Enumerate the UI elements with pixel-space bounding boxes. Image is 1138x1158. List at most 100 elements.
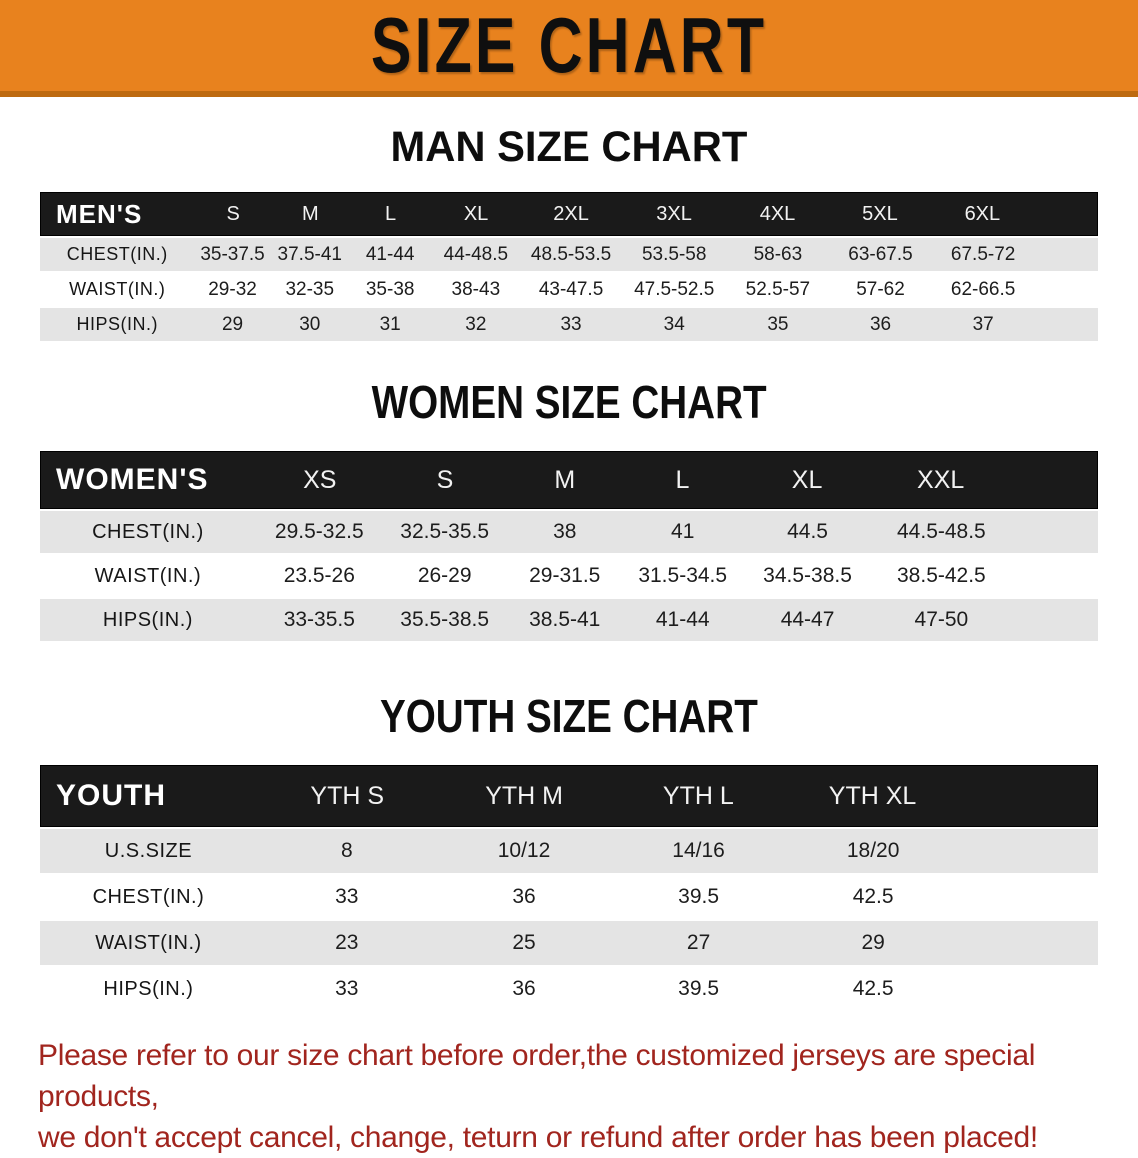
column-header-yth-l: YTH L [662, 781, 734, 810]
size-value: 23.5-26 [283, 564, 355, 587]
table-row: CHEST(IN.) 35-37.5 37.5-41 41-44 44-48.5 48.5… [40, 238, 1098, 271]
size-value: 44-47 [780, 608, 835, 631]
size-value: 35-38 [365, 278, 415, 300]
size-value: 36 [869, 313, 892, 335]
man-section-heading: MAN SIZE CHART [0, 126, 1138, 169]
size-value: 34.5-38.5 [763, 564, 852, 587]
row-label-chest-in-: CHEST(IN.) [92, 885, 205, 908]
column-header-yth-xl: YTH XL [828, 781, 917, 810]
size-value: 34 [663, 313, 685, 335]
size-value: 33 [560, 313, 582, 335]
column-header-6xl: 6XL [964, 202, 1001, 225]
size-value: 35-37.5 [200, 243, 265, 265]
size-value: 23 [335, 931, 359, 954]
mens-size-table: MEN'S S M L XL 2XL 3XL 4XL 5XL 6XL CHEST(IN.) 35-37… [40, 192, 1098, 341]
size-value: 58-63 [753, 243, 803, 265]
size-value: 37.5-41 [277, 243, 342, 265]
column-header-xxl: XXL [917, 465, 965, 494]
youth-section-heading-text: YOUTH SIZE CHART [380, 690, 758, 742]
table-row: WAIST(IN.) 23.5-26 26-29 29-31.5 31.5-34.5 34… [40, 555, 1098, 597]
size-value: 35 [767, 313, 789, 335]
column-header-s: S [436, 465, 454, 494]
table-corner-label: WOMEN'S [56, 463, 209, 496]
column-header-4xl: 4XL [759, 202, 796, 225]
size-value: 32.5-35.5 [400, 520, 490, 543]
table-row: HIPS(IN.) 33-35.5 35.5-38.5 38.5-41 41-44 44-… [40, 599, 1098, 641]
size-value: 31 [379, 313, 401, 335]
column-header-m: M [301, 202, 319, 225]
women-section-heading-text: WOMEN SIZE CHART [371, 376, 767, 428]
table-header: WOMEN'S XS S M L XL XXL [40, 451, 1098, 509]
youth-size-table: YOUTH YTH S YTH M YTH L YTH XL U.S.SIZE 8 10/12… [40, 765, 1098, 1011]
size-value: 14/16 [672, 839, 725, 862]
table-row: WAIST(IN.) 23 25 27 29 [40, 921, 1098, 965]
size-value: 53.5-58 [641, 243, 707, 265]
size-value: 42.5 [852, 977, 894, 1000]
size-value: 38.5-42.5 [897, 564, 986, 587]
size-value: 27 [686, 931, 711, 954]
size-value: 29 [861, 931, 885, 954]
size-value: 39.5 [678, 885, 720, 908]
table-corner-label: MEN'S [56, 198, 143, 229]
size-value: 44.5-48.5 [897, 520, 986, 543]
size-value: 38 [553, 520, 577, 543]
column-header-l: L [384, 202, 397, 225]
size-value: 36 [512, 885, 536, 908]
size-value: 43-47.5 [538, 278, 604, 300]
size-value: 57-62 [856, 278, 905, 300]
column-header-yth-m: YTH M [485, 781, 563, 810]
size-value: 47-50 [914, 608, 969, 631]
table-row: HIPS(IN.) 29 30 31 32 33 34 35 36 37 [40, 308, 1098, 341]
size-value: 32 [465, 313, 487, 335]
column-header-5xl: 5XL [862, 202, 898, 225]
table-row: CHEST(IN.) 29.5-32.5 32.5-35.5 38 41 44.5 44.5… [40, 511, 1098, 553]
table-header: MEN'S S M L XL 2XL 3XL 4XL 5XL 6XL [40, 192, 1098, 236]
size-value: 63-67.5 [848, 243, 913, 265]
size-value: 32-35 [285, 278, 335, 300]
row-label-u-s-size: U.S.SIZE [104, 839, 193, 862]
size-value: 29.5-32.5 [274, 520, 364, 543]
women-section-heading: WOMEN SIZE CHART [0, 379, 1138, 425]
table-row: WAIST(IN.) 29-32 32-35 35-38 38-43 43-47.5 47.… [40, 273, 1098, 306]
size-value: 8 [340, 839, 353, 862]
size-value: 41 [671, 520, 695, 543]
size-value: 26-29 [417, 564, 472, 587]
column-header-xs: XS [303, 465, 337, 494]
size-value: 62-66.5 [950, 278, 1016, 300]
banner-title: SIZE CHART [370, 1, 768, 89]
size-value: 31.5-34.5 [638, 564, 728, 587]
row-label-waist-in-: WAIST(IN.) [94, 564, 202, 587]
row-label-waist-in-: WAIST(IN.) [69, 279, 166, 299]
size-value: 41-44 [365, 243, 415, 265]
banner: SIZE CHART [0, 0, 1138, 97]
column-header-3xl: 3XL [656, 202, 692, 225]
size-value: 44.5 [787, 520, 828, 543]
column-header-xl: XL [791, 465, 823, 494]
table-row: HIPS(IN.) 33 36 39.5 42.5 [40, 967, 1098, 1011]
size-value: 33 [335, 977, 359, 1000]
size-value: 38.5-41 [529, 608, 601, 631]
column-header-2xl: 2XL [553, 202, 589, 225]
size-value: 29 [221, 313, 244, 335]
disclaimer: Please refer to our size chart before or… [0, 1035, 1138, 1158]
row-label-chest-in-: CHEST(IN.) [92, 520, 204, 543]
youth-section-heading: YOUTH SIZE CHART [0, 693, 1138, 739]
row-label-hips-in-: HIPS(IN.) [76, 314, 158, 334]
table-row: U.S.SIZE 8 10/12 14/16 18/20 [40, 829, 1098, 873]
size-value: 29-32 [208, 278, 257, 300]
size-value: 36 [512, 977, 536, 1000]
column-header-m: M [554, 465, 576, 494]
column-header-s: S [226, 202, 240, 225]
womens-size-table: WOMEN'S XS S M L XL XXL CHEST(IN.) 29.5-32.5 32.5… [40, 451, 1098, 641]
table-header: YOUTH YTH S YTH M YTH L YTH XL [40, 765, 1098, 827]
size-value: 35.5-38.5 [400, 608, 490, 631]
column-header-yth-s: YTH S [310, 781, 385, 810]
size-value: 33-35.5 [283, 608, 355, 631]
size-value: 10/12 [497, 839, 551, 862]
size-value: 39.5 [678, 977, 720, 1000]
size-value: 30 [299, 313, 321, 335]
table-row: CHEST(IN.) 33 36 39.5 42.5 [40, 875, 1098, 919]
row-label-waist-in-: WAIST(IN.) [95, 931, 202, 954]
column-header-xl: XL [463, 202, 489, 225]
